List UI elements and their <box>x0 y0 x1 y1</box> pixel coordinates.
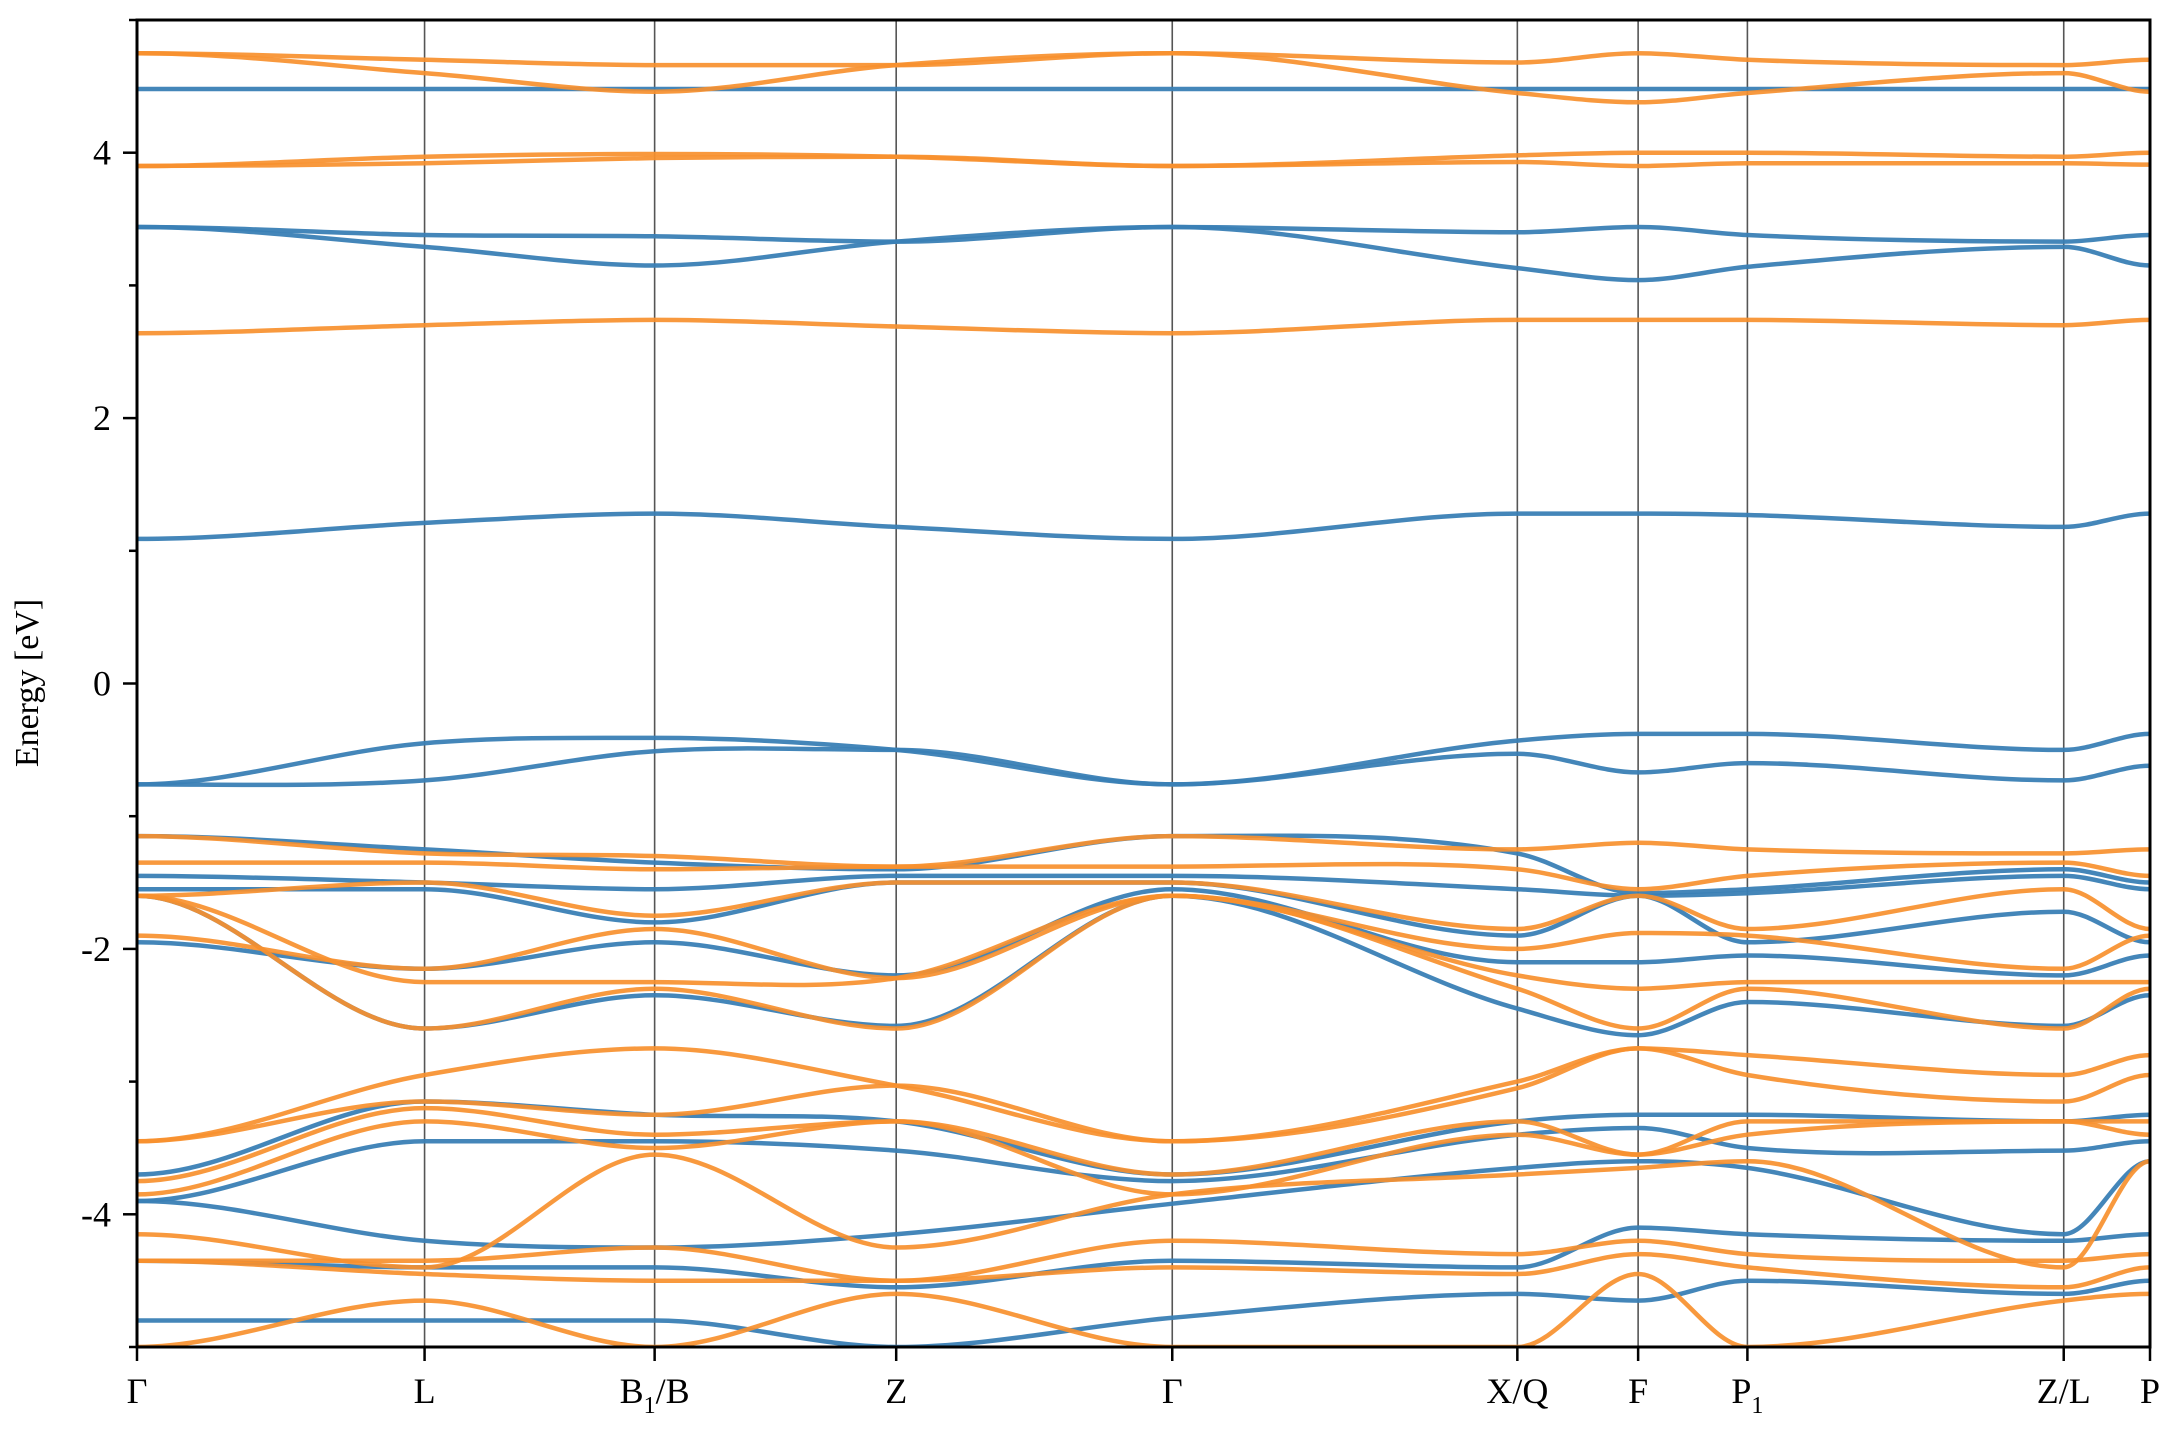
y-tick-label: -4 <box>81 1194 111 1234</box>
x-tick-label: X/Q <box>1486 1371 1548 1411</box>
orange-band-33 <box>137 1251 2150 1290</box>
x-tick-label: F <box>1628 1371 1648 1411</box>
x-tick-label: B1/B <box>620 1371 690 1419</box>
orange-band-34 <box>137 1271 2150 1347</box>
blue-band-7 <box>137 873 2150 899</box>
blue-band-4 <box>137 731 2150 787</box>
x-tick-label: P1 <box>1731 1371 1763 1419</box>
plot-frame <box>135 18 2152 1349</box>
orange-band-17 <box>137 50 2150 105</box>
orange-band-25 <box>137 893 2150 991</box>
orange-band-31 <box>137 1152 2150 1270</box>
orange-band-22 <box>137 860 2150 892</box>
x-tick-label: Z/L <box>2037 1371 2091 1411</box>
y-axis-label: Energy [eV] <box>9 599 46 767</box>
blue-band-10 <box>137 893 2150 1038</box>
x-tick-label: Γ <box>1162 1371 1183 1411</box>
x-tick-label: Γ <box>127 1371 148 1411</box>
x-tick-label: P <box>2140 1371 2160 1411</box>
blue-band-2 <box>137 224 2150 283</box>
x-axis: Γ L B1/B Z Γ X/Q F P1 Z/L P <box>127 1347 2160 1419</box>
y-tick-label: -2 <box>81 929 111 969</box>
blue-band-3 <box>137 511 2150 542</box>
orange-band-26 <box>137 893 2150 1031</box>
blue-band-5 <box>137 746 2150 788</box>
y-tick-label: 0 <box>93 664 111 704</box>
orange-band-21 <box>137 833 2150 869</box>
x-tick-label: Z <box>885 1371 907 1411</box>
orange-band-20 <box>137 317 2150 336</box>
blue-band-9 <box>137 886 2150 978</box>
orange-band-29 <box>137 1105 2150 1184</box>
y-tick-label: 2 <box>93 398 111 438</box>
orange-band-19 <box>137 154 2150 169</box>
blue-band-14 <box>137 1225 2150 1290</box>
blue-band-15 <box>137 1278 2150 1347</box>
x-tick-label: L <box>414 1371 436 1411</box>
y-tick-label: 4 <box>93 133 111 173</box>
y-axis: -4 -2 0 2 4 <box>81 18 137 1349</box>
orange-band-32 <box>137 1238 2150 1283</box>
bands <box>137 50 2150 1347</box>
blue-band-12 <box>137 1125 2150 1204</box>
orange-band-28 <box>137 1046 2150 1144</box>
orange-band-23 <box>137 880 2150 932</box>
orange-band-30 <box>137 1119 2150 1197</box>
